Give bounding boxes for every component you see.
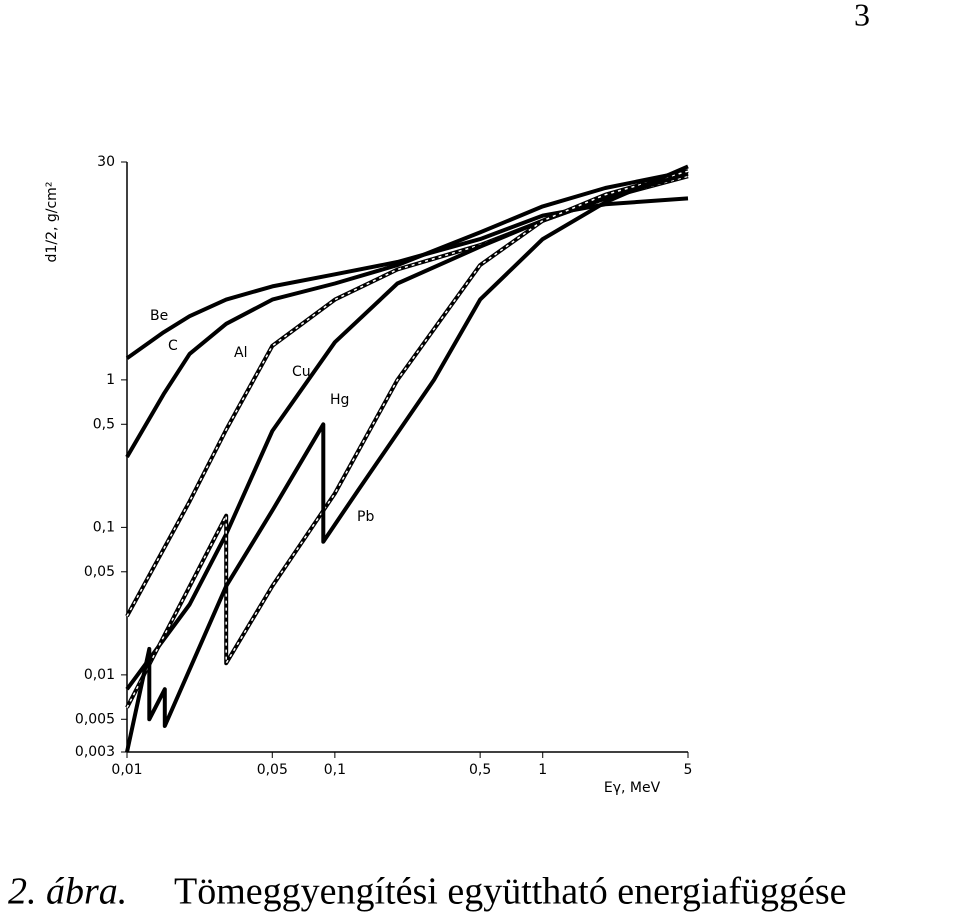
y-tick-label: 0,1	[93, 519, 115, 535]
plot: 0,003 0,005 0,01 0,05 0,1 0,5 1 30 0,01 0,05 0,1 0,…	[75, 154, 693, 778]
y-tick-label: 1	[106, 372, 115, 388]
x-tick-label: 0,1	[324, 762, 346, 778]
x-tick-label: 1	[538, 762, 547, 778]
x-axis-label: Eγ, MeV	[604, 780, 661, 796]
y-tick-label: 0,005	[75, 711, 115, 727]
series-label: Pb	[357, 509, 374, 525]
series-line	[125, 169, 689, 709]
series-dash	[126, 170, 689, 708]
x-tick-label: 5	[684, 762, 693, 778]
caption-label: 2. ábra.	[8, 871, 127, 913]
page-number: 3	[854, 0, 870, 32]
series-label: C	[168, 338, 178, 354]
caption-text: Tömeggyengítési együttható energiafüggés…	[174, 871, 847, 913]
x-tick-label: 0,05	[257, 762, 288, 778]
y-tick-label: 0,003	[75, 744, 115, 760]
x-tick-label: 0,5	[469, 762, 491, 778]
series-line	[125, 164, 689, 753]
series-label: Cu	[292, 364, 311, 380]
series-line	[125, 169, 689, 459]
y-tick-label: 0,05	[84, 564, 115, 580]
y-tick-label: 0,5	[93, 416, 115, 432]
series-label: Al	[234, 345, 247, 361]
x-tick-label: 0,01	[111, 762, 142, 778]
y-tick-label: 30	[97, 154, 115, 170]
series-label: Be	[150, 308, 168, 324]
y-tick-label: 0,01	[84, 667, 115, 683]
series-dash	[126, 175, 689, 617]
series-line	[125, 174, 689, 618]
series-line	[125, 171, 689, 691]
series-label: Hg	[330, 392, 349, 408]
y-axis-label: d1/2, g/cm²	[44, 182, 60, 263]
